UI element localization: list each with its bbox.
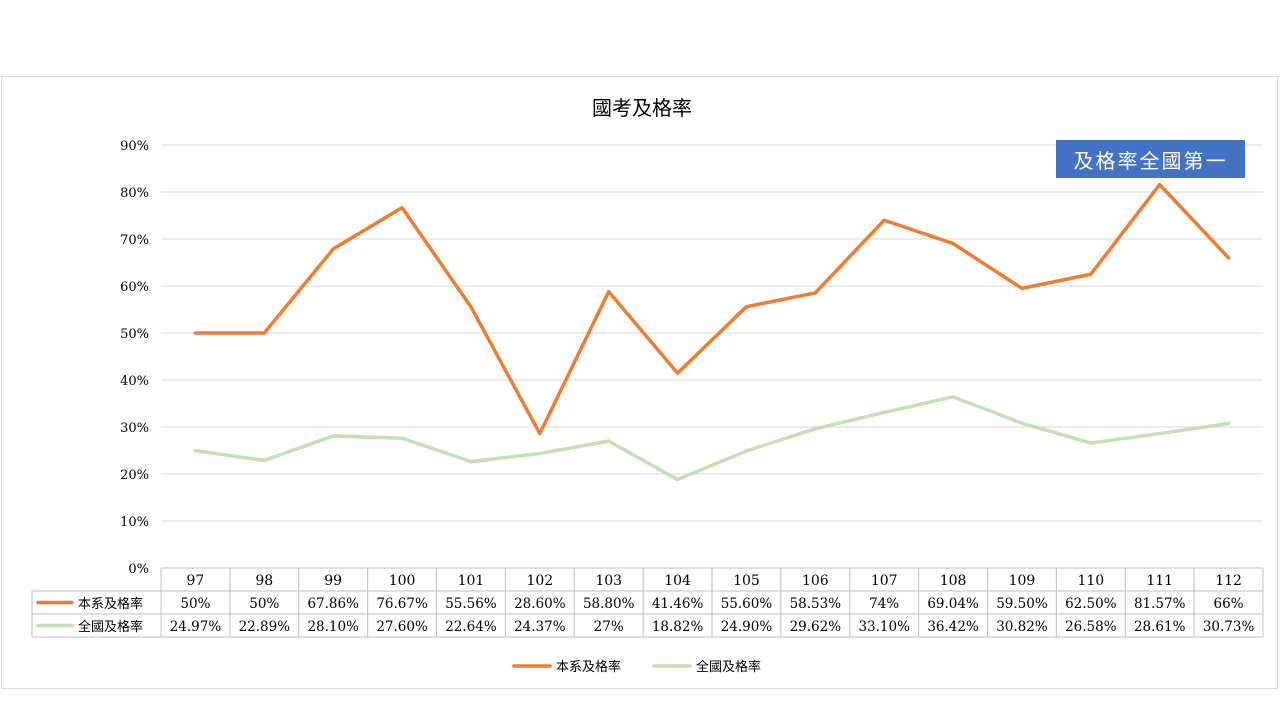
badge-national-first: 及格率全國第一 <box>1056 140 1245 178</box>
data-label: 24.90% <box>721 619 773 635</box>
category-label: 106 <box>802 573 829 589</box>
series-line <box>193 395 1231 482</box>
category-label: 103 <box>595 573 622 589</box>
data-label: 69.04% <box>927 596 979 612</box>
y-tick-label: 10% <box>120 515 149 530</box>
data-label: 24.37% <box>514 619 566 635</box>
category-label: 108 <box>940 573 967 589</box>
y-tick-label: 90% <box>120 139 149 154</box>
data-label: 55.56% <box>445 596 497 612</box>
legend-label: 本系及格率 <box>556 659 621 675</box>
category-label: 100 <box>389 573 416 589</box>
data-label: 33.10% <box>858 619 910 635</box>
data-label: 67.86% <box>307 596 359 612</box>
y-tick-label: 60% <box>120 280 149 295</box>
data-label: 59.50% <box>996 596 1048 612</box>
category-label: 98 <box>255 573 273 589</box>
data-label: 27% <box>594 619 624 635</box>
data-label: 50% <box>180 596 210 612</box>
data-label: 30.73% <box>1203 619 1255 635</box>
chart-area <box>1 76 1278 689</box>
y-tick-label: 30% <box>120 421 149 436</box>
y-tick-label: 0% <box>128 562 149 577</box>
data-label: 18.82% <box>652 619 704 635</box>
data-label: 26.58% <box>1065 619 1117 635</box>
data-label: 24.97% <box>170 619 222 635</box>
y-tick-label: 20% <box>120 468 149 483</box>
category-label: 105 <box>733 573 760 589</box>
category-label: 97 <box>187 573 205 589</box>
y-tick-label: 70% <box>120 233 149 248</box>
category-label: 112 <box>1215 573 1242 589</box>
category-label: 101 <box>458 573 485 589</box>
data-label: 28.60% <box>514 596 566 612</box>
legend-label: 全國及格率 <box>696 659 761 675</box>
y-tick-label: 80% <box>120 186 149 201</box>
y-tick-label: 40% <box>120 374 149 389</box>
category-label: 109 <box>1009 573 1036 589</box>
table-series-name: 本系及格率 <box>78 596 143 612</box>
category-label: 110 <box>1077 573 1104 589</box>
table-series-name: 全國及格率 <box>78 619 143 635</box>
data-label: 28.10% <box>307 619 359 635</box>
y-tick-label: 50% <box>120 327 149 342</box>
category-label: 107 <box>871 573 898 589</box>
category-label: 111 <box>1146 573 1173 589</box>
data-label: 36.42% <box>927 619 979 635</box>
data-label: 30.82% <box>996 619 1048 635</box>
data-label: 22.64% <box>445 619 497 635</box>
data-label: 41.46% <box>652 596 704 612</box>
data-label: 28.61% <box>1134 619 1186 635</box>
series-line <box>193 182 1231 436</box>
data-label: 81.57% <box>1134 596 1186 612</box>
data-label: 58.53% <box>790 596 842 612</box>
chart-title: 國考及格率 <box>592 96 692 120</box>
category-label: 102 <box>526 573 553 589</box>
data-label: 22.89% <box>239 619 291 635</box>
data-label: 29.62% <box>790 619 842 635</box>
data-label: 62.50% <box>1065 596 1117 612</box>
data-label: 27.60% <box>376 619 428 635</box>
data-label: 55.60% <box>721 596 773 612</box>
data-label: 74% <box>869 596 899 612</box>
category-label: 104 <box>664 573 691 589</box>
data-label: 50% <box>249 596 279 612</box>
data-label: 66% <box>1214 596 1244 612</box>
data-label: 76.67% <box>376 596 428 612</box>
category-label: 99 <box>324 573 342 589</box>
data-label: 58.80% <box>583 596 635 612</box>
